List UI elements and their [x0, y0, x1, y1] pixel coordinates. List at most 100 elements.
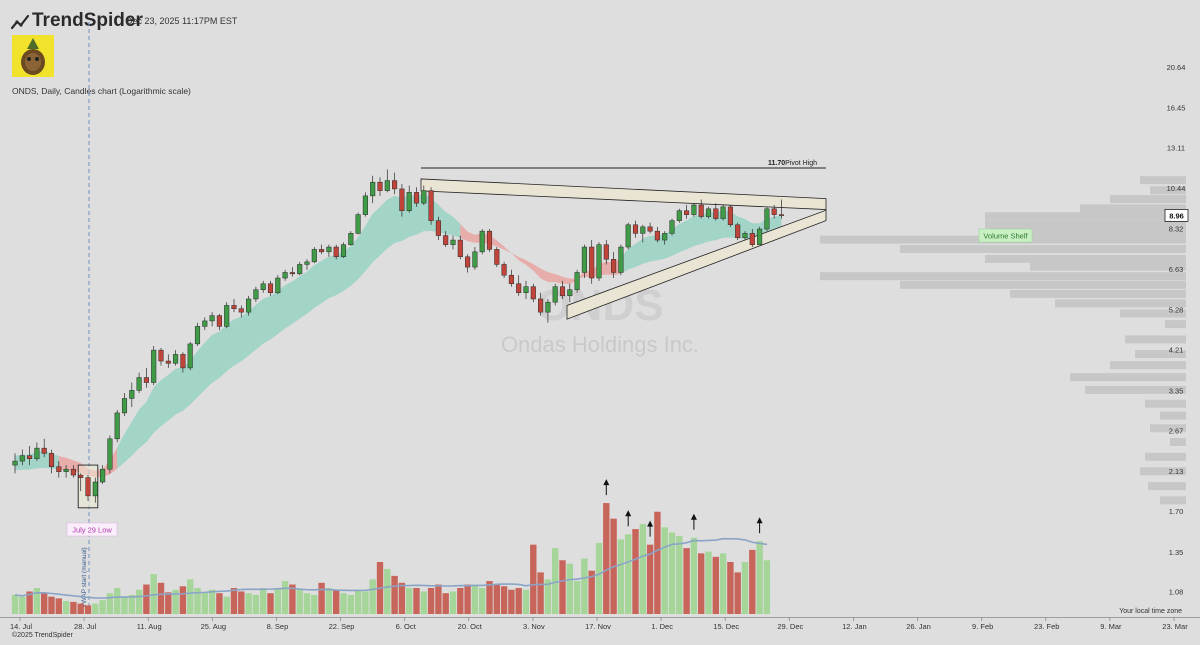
price-tick-label: 4.21: [1169, 346, 1184, 355]
candle-body: [209, 315, 215, 322]
volume-profile-bar: [1145, 452, 1186, 461]
candle: [559, 280, 566, 299]
candle-body: [194, 326, 201, 345]
volume-bar: [128, 594, 135, 614]
candle-body: [355, 214, 361, 234]
volume-bar: [187, 579, 194, 614]
volume-bar: [135, 589, 143, 614]
volume-bar: [559, 560, 566, 614]
volume-bar: [281, 581, 289, 614]
volume-profile-bar: [900, 245, 1186, 254]
candle: [778, 199, 785, 219]
volume-bar: [420, 591, 427, 614]
candle-body: [727, 206, 733, 226]
last-price-value: 8.96: [1169, 211, 1184, 220]
candle: [413, 187, 420, 207]
candle-body: [720, 206, 726, 219]
candle-body: [70, 468, 76, 476]
candle: [581, 244, 587, 279]
volume-bar: [70, 601, 77, 614]
candle-body: [669, 220, 675, 234]
candle-body: [158, 349, 164, 362]
candle: [377, 177, 383, 196]
price-tick-label: 3.35: [1169, 386, 1184, 395]
candle: [647, 222, 653, 234]
candle-body: [457, 239, 463, 258]
candle-body: [603, 244, 609, 260]
candle: [63, 465, 69, 478]
candle: [282, 269, 288, 281]
candle: [267, 280, 274, 296]
time-tick-label: 17. Nov: [585, 622, 611, 631]
candle: [479, 229, 485, 255]
volume-bar: [406, 588, 413, 614]
volume-profile-bar: [1160, 411, 1186, 420]
volume-bar: [77, 603, 84, 614]
candle: [735, 222, 741, 241]
volume-bar: [325, 588, 333, 614]
volume-bar: [581, 558, 588, 614]
price-tick-label: 2.13: [1169, 467, 1184, 476]
candle: [421, 185, 427, 206]
time-tick-label: 26. Jan: [906, 622, 931, 631]
volume-profile-bar: [1055, 299, 1186, 308]
candle: [107, 435, 113, 474]
candle-body: [625, 224, 631, 248]
time-tick-label: 12. Jan: [842, 622, 867, 631]
volume-bar: [654, 511, 661, 614]
price-axis: 20.64 16.45 13.11 10.44 8.32 6.63 5.28 4.21 3.35…: [1164, 63, 1189, 597]
candle: [727, 205, 733, 227]
chart-datetime: Dec 23, 2025 11:17PM EST: [126, 16, 238, 26]
volume-bar: [537, 572, 544, 614]
candle: [194, 322, 201, 346]
candle-body: [618, 246, 624, 273]
volume-bar: [595, 542, 603, 614]
candle-body: [165, 360, 171, 364]
candle: [508, 269, 514, 287]
time-tick-label: 22. Sep: [329, 622, 355, 631]
candle: [640, 224, 646, 243]
copyright: ©2025 TrendSpider: [12, 632, 73, 639]
volume-bar: [238, 591, 245, 614]
candle: [618, 244, 624, 276]
candle: [41, 438, 47, 458]
volume-profile-bar: [1125, 335, 1186, 344]
candle-body: [202, 320, 208, 327]
volume-profile-bar: [1085, 385, 1186, 394]
candle: [698, 199, 704, 219]
ema-ribbon-bull: [117, 193, 461, 469]
candle: [720, 205, 726, 221]
candle: [742, 231, 748, 241]
volume-bar: [245, 593, 252, 614]
candle-body: [92, 481, 98, 497]
volume-bar: [208, 589, 216, 614]
candle: [574, 269, 580, 293]
time-tick-label: 15. Dec: [713, 622, 739, 631]
volume-profile-bar: [1080, 204, 1186, 213]
volume-bar: [464, 584, 471, 614]
candle: [158, 348, 164, 366]
price-tick-label: 6.63: [1169, 265, 1184, 274]
volume-bar: [552, 548, 559, 614]
candle-body: [647, 226, 653, 232]
volume-bar: [157, 582, 165, 614]
volume-bar: [588, 570, 595, 614]
candle-body: [121, 398, 128, 414]
candle-body: [48, 453, 55, 467]
volume-bar: [296, 589, 303, 614]
volume-bar: [303, 593, 311, 614]
candle-body: [19, 455, 25, 462]
volume-profile-bar: [1110, 361, 1186, 370]
candle: [435, 216, 441, 241]
volume-bar: [223, 596, 230, 614]
volume-bar: [318, 582, 325, 614]
volume-bar: [661, 527, 668, 614]
candle: [311, 247, 317, 264]
candle-body: [406, 192, 412, 211]
volume-bar: [274, 588, 281, 614]
candle: [246, 295, 252, 316]
candle: [392, 172, 398, 195]
timezone-label: Your local time zone: [1119, 608, 1182, 615]
